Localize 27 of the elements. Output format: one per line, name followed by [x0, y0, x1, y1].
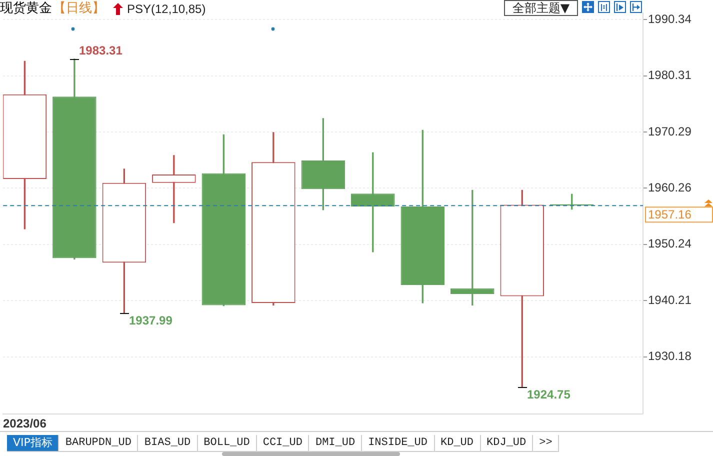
tab: BOLL_UD [198, 435, 257, 451]
annotation: 1924.75 [527, 387, 571, 402]
y-tick-label: 1930.18 [648, 349, 692, 364]
tab: >> [533, 435, 560, 451]
y-tick-label: 1970.29 [648, 124, 692, 138]
x-tick-label: 2023/06 [2, 416, 47, 431]
tab: INSIDE_UD [362, 435, 434, 451]
tab: VIP指标 [7, 435, 60, 451]
tab: BIAS_UD [138, 435, 198, 451]
tab: BARUPDN_UD [59, 435, 138, 451]
y-tick-label: 1990.34 [648, 12, 692, 26]
y-tick-label: 1940.21 [648, 292, 692, 307]
y-tick-label: 1950.24 [648, 236, 692, 251]
ref-line-label: 1957.16 [648, 207, 692, 222]
tab: CCI_UD [256, 435, 310, 451]
chart-title: 现货黄金 [0, 1, 52, 17]
tab: KDJ_UD [480, 435, 534, 451]
y-tick-label: 1960.26 [648, 180, 692, 195]
tab: KD_UD [434, 435, 481, 451]
tab: DMI_UD [309, 435, 362, 451]
annotation: PSY(12,10,85) [127, 2, 206, 16]
dropdown: 全部主题▼ [504, 0, 578, 16]
annotation: 1937.99 [129, 313, 173, 328]
annotation: 1983.31 [79, 43, 123, 58]
annotation: 全部主题▼ [512, 1, 570, 15]
chart-subtitle: 【日线】 [53, 1, 105, 17]
y-tick-label: 1980.31 [648, 68, 692, 82]
